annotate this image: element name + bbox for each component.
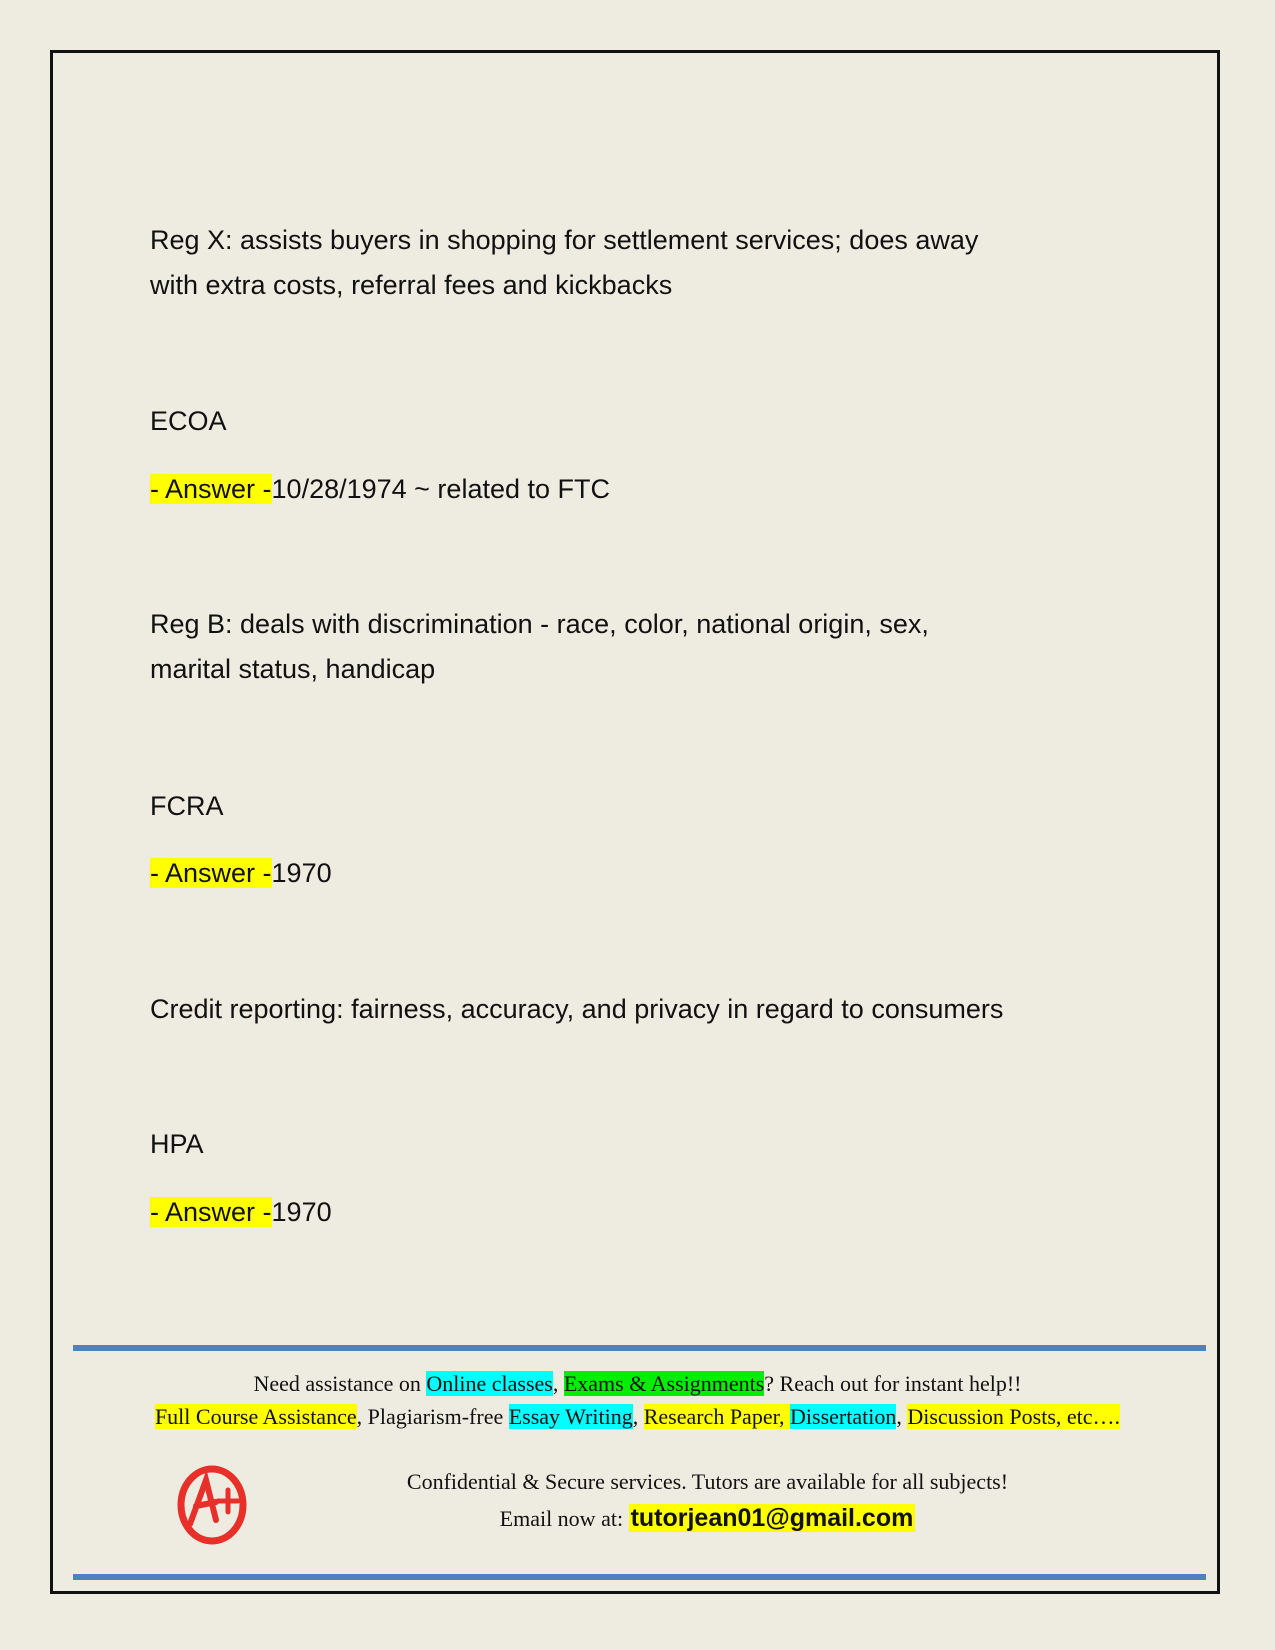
answer-label: - Answer - [150,474,272,504]
answer-label: - Answer - [150,1197,272,1227]
highlight-essay: Essay Writing [508,1404,633,1429]
highlight-full-course: Full Course Assistance [154,1404,357,1429]
reg-x-line-1: Reg X: assists buyers in shopping for se… [150,225,979,255]
term-ecoa: ECOA [150,406,227,436]
credit-reporting-line: Credit reporting: fairness, accuracy, an… [150,994,1004,1024]
footer-line-2: Full Course Assistance, Plagiarism-free … [50,1404,1225,1430]
highlight-online-classes: Online classes [426,1371,553,1396]
reg-b-line-2: marital status, handicap [150,654,436,684]
text: ? Reach out for instant help!! [764,1371,1022,1396]
answer-ecoa: - Answer -10/28/1974 ~ related to FTC [150,467,610,512]
highlight-research: Research Paper, [643,1404,791,1429]
text: , [632,1404,644,1429]
text: , Plagiarism-free [356,1404,509,1429]
email-label: Email now at: [499,1506,629,1531]
highlight-exams: Exams & Assignments [563,1371,765,1396]
footer-line-1: Need assistance on Online classes, Exams… [50,1371,1225,1397]
email-link[interactable]: tutorjean01@gmail.com [628,1504,916,1532]
footer-line-3: Confidential & Secure services. Tutors a… [406,1469,1009,1494]
highlight-dissertation: Dissertation [790,1404,897,1429]
footer-email-line: Email now at: tutorjean01@gmail.com [120,1504,1275,1533]
answer-hpa: - Answer -1970 [150,1190,332,1235]
highlight-discussion: Discussion Posts, etc…. [907,1404,1121,1429]
reg-b-line-1: Reg B: deals with discrimination - race,… [150,609,929,639]
answer-text: 10/28/1974 ~ related to FTC [271,474,610,504]
term-hpa: HPA [150,1129,204,1159]
answer-text: 1970 [271,858,332,888]
page-border [50,50,1220,1594]
answer-text: 1970 [271,1197,332,1227]
reg-x-line-2: with extra costs, referral fees and kick… [150,270,673,300]
footer-rule-top [73,1345,1206,1351]
a-plus-logo-icon [177,1465,247,1545]
text: , [896,1404,908,1429]
answer-fcra: - Answer -1970 [150,851,332,896]
answer-label: - Answer - [150,858,272,888]
footer-rule-bottom [73,1574,1206,1580]
text: Need assistance on [253,1371,427,1396]
term-fcra: FCRA [150,791,224,821]
text: , [552,1371,564,1396]
